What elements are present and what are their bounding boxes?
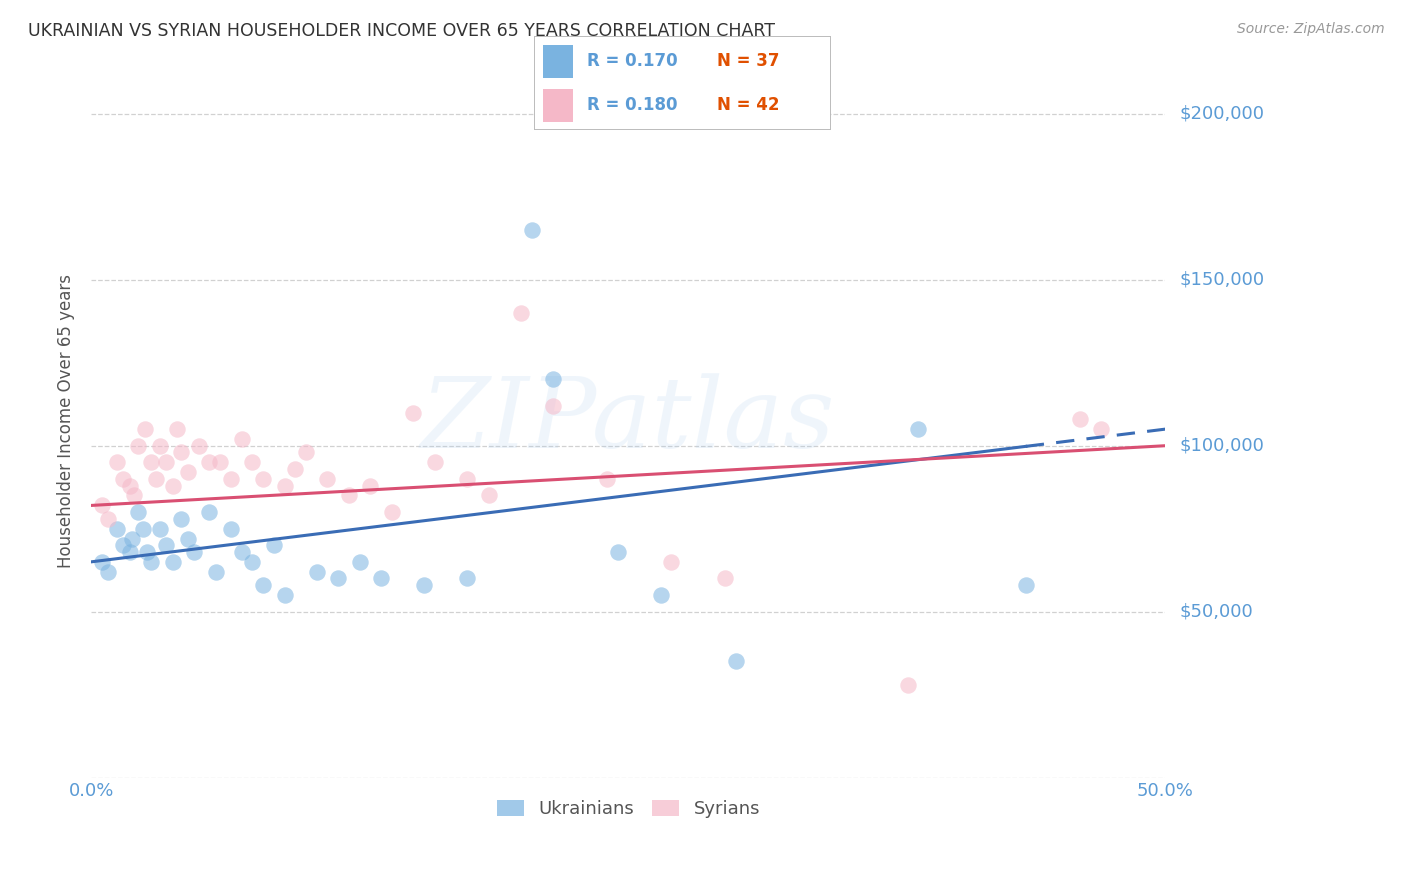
Point	[284, 462, 307, 476]
Point	[177, 465, 200, 479]
Point	[162, 555, 184, 569]
Text: UKRAINIAN VS SYRIAN HOUSEHOLDER INCOME OVER 65 YEARS CORRELATION CHART: UKRAINIAN VS SYRIAN HOUSEHOLDER INCOME O…	[28, 22, 775, 40]
Point	[1015, 578, 1038, 592]
Y-axis label: Householder Income Over 65 years: Householder Income Over 65 years	[58, 274, 75, 568]
Point	[219, 472, 242, 486]
Text: ZIPatlas: ZIPatlas	[420, 373, 835, 468]
Point	[349, 555, 371, 569]
Point	[145, 472, 167, 486]
Point	[273, 588, 295, 602]
Point	[1069, 412, 1091, 426]
Point	[381, 505, 404, 519]
Point	[413, 578, 436, 592]
Point	[121, 532, 143, 546]
Point	[606, 545, 628, 559]
Point	[650, 588, 672, 602]
Text: R = 0.180: R = 0.180	[588, 96, 678, 114]
Legend: Ukrainians, Syrians: Ukrainians, Syrians	[489, 793, 768, 826]
Point	[714, 571, 737, 585]
Point	[541, 372, 564, 386]
Point	[155, 455, 177, 469]
Point	[724, 654, 747, 668]
Point	[118, 478, 141, 492]
Point	[659, 555, 682, 569]
Point	[520, 223, 543, 237]
Point	[328, 571, 350, 585]
Point	[897, 678, 920, 692]
Point	[402, 405, 425, 419]
Point	[231, 432, 253, 446]
Text: N = 37: N = 37	[717, 53, 780, 70]
Point	[219, 522, 242, 536]
Point	[136, 545, 159, 559]
Point	[456, 472, 478, 486]
Point	[273, 478, 295, 492]
Bar	[543, 45, 572, 78]
Text: Source: ZipAtlas.com: Source: ZipAtlas.com	[1237, 22, 1385, 37]
Point	[141, 555, 163, 569]
Text: $150,000: $150,000	[1180, 271, 1264, 289]
Point	[198, 505, 221, 519]
Point	[231, 545, 253, 559]
Point	[105, 522, 128, 536]
Point	[118, 545, 141, 559]
Text: $50,000: $50,000	[1180, 603, 1253, 621]
Point	[166, 422, 188, 436]
Text: $200,000: $200,000	[1180, 105, 1264, 123]
Point	[90, 499, 112, 513]
Point	[541, 399, 564, 413]
Point	[97, 512, 120, 526]
Point	[90, 555, 112, 569]
Point	[198, 455, 221, 469]
Point	[596, 472, 619, 486]
Point	[252, 578, 274, 592]
Point	[134, 422, 156, 436]
Point	[127, 439, 149, 453]
Point	[155, 538, 177, 552]
Point	[112, 538, 135, 552]
Point	[127, 505, 149, 519]
Text: $100,000: $100,000	[1180, 437, 1264, 455]
Point	[170, 445, 193, 459]
Point	[162, 478, 184, 492]
Point	[907, 422, 929, 436]
Point	[456, 571, 478, 585]
Point	[240, 555, 263, 569]
Point	[305, 565, 328, 579]
Point	[170, 512, 193, 526]
Point	[177, 532, 200, 546]
Point	[132, 522, 155, 536]
Point	[141, 455, 163, 469]
Point	[187, 439, 209, 453]
Bar	[543, 89, 572, 122]
Point	[1090, 422, 1112, 436]
Point	[370, 571, 392, 585]
Point	[359, 478, 381, 492]
Point	[112, 472, 135, 486]
Point	[149, 522, 172, 536]
Point	[337, 488, 360, 502]
Point	[183, 545, 205, 559]
Point	[509, 306, 531, 320]
Point	[97, 565, 120, 579]
Point	[252, 472, 274, 486]
Point	[478, 488, 501, 502]
Point	[209, 455, 232, 469]
Text: R = 0.170: R = 0.170	[588, 53, 678, 70]
Point	[423, 455, 446, 469]
Text: N = 42: N = 42	[717, 96, 780, 114]
Point	[204, 565, 226, 579]
Point	[105, 455, 128, 469]
Point	[263, 538, 285, 552]
Point	[295, 445, 318, 459]
Point	[240, 455, 263, 469]
Point	[316, 472, 339, 486]
Point	[149, 439, 172, 453]
Point	[122, 488, 145, 502]
